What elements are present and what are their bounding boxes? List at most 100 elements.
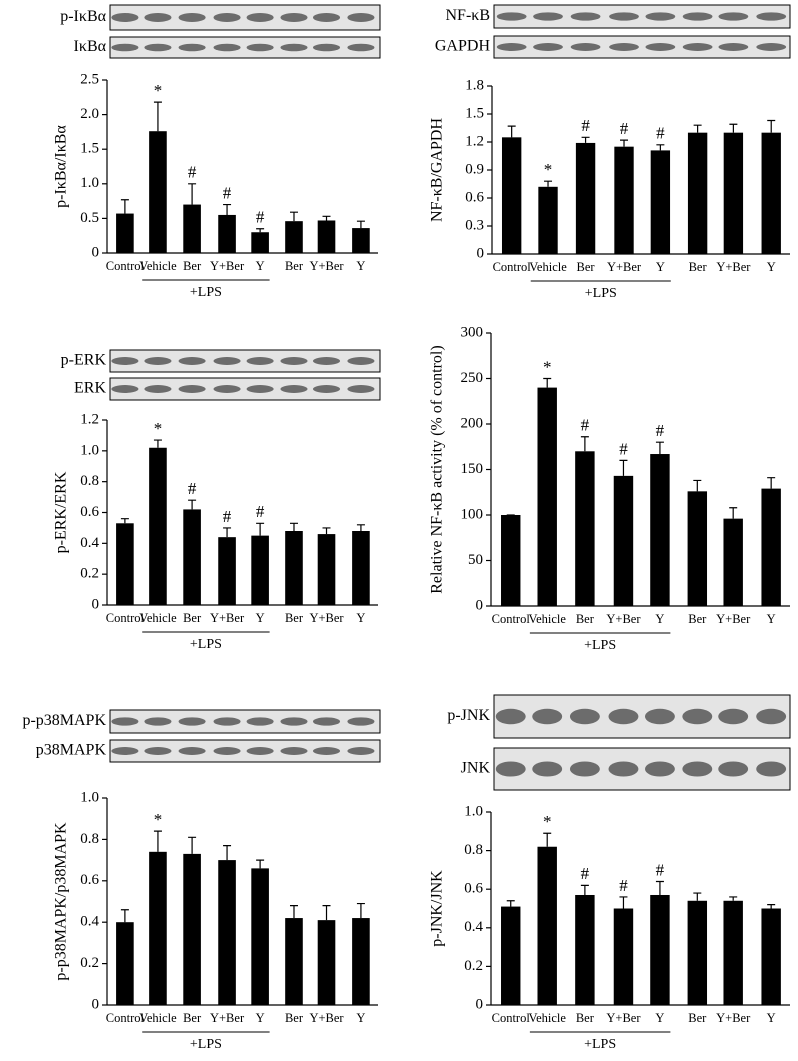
error-bar: [729, 507, 738, 519]
x-tick-label: Y+Ber: [716, 1011, 751, 1025]
x-tick-label: Y+Ber: [716, 260, 751, 274]
significance-marker: #: [619, 439, 628, 458]
blot-band: [111, 13, 139, 22]
significance-marker: #: [256, 502, 265, 521]
blot-band: [756, 708, 787, 725]
blot-image: [109, 36, 381, 59]
blot-band: [347, 717, 375, 726]
blot-band: [312, 13, 341, 22]
blot-band: [347, 357, 375, 365]
blot-band: [496, 12, 527, 21]
error-bar: [506, 900, 515, 907]
y-axis-label: p-JNK/JNK: [429, 870, 446, 947]
error-bar: [153, 101, 162, 132]
blot-band: [569, 708, 600, 725]
bar: [723, 132, 744, 254]
error-bar: [729, 896, 738, 901]
error-bar: [120, 199, 129, 214]
error-bar: [767, 904, 776, 909]
bar: [761, 488, 781, 606]
significance-marker: *: [154, 419, 163, 438]
y-tick-label: 50: [468, 552, 483, 568]
y-tick-label: 0.2: [80, 955, 99, 971]
blot-band: [609, 12, 639, 21]
error-bar: [356, 902, 365, 919]
y-tick-label: 1.2: [80, 411, 99, 427]
x-tick-label: Y+Ber: [309, 1011, 344, 1025]
x-tick-label: Vehicle: [529, 260, 567, 274]
blot-band: [246, 747, 274, 755]
x-tick-label: Ber: [285, 259, 304, 273]
blot-band: [496, 43, 527, 51]
bar: [317, 220, 336, 253]
blot-band: [144, 43, 172, 52]
error-bar: [619, 459, 628, 476]
x-tick-label: Y: [356, 259, 365, 273]
significance-marker: *: [154, 810, 163, 829]
blot-label: GAPDH: [435, 38, 491, 55]
x-tick-label: Ber: [688, 612, 707, 626]
y-tick-label: 0: [92, 596, 100, 612]
error-bar: [153, 830, 162, 852]
blot-band: [178, 717, 206, 726]
blot-label: IκBα: [74, 38, 107, 55]
error-bar: [153, 439, 162, 448]
error-bar: [322, 527, 331, 535]
y-tick-label: 0.6: [80, 504, 99, 520]
bar: [723, 518, 743, 606]
blot-band: [682, 708, 713, 725]
x-tick-label: Ber: [576, 1011, 595, 1025]
error-bar: [580, 884, 589, 895]
blot-band: [178, 357, 206, 365]
y-tick-label: 0.5: [80, 210, 99, 226]
x-tick-label: Vehicle: [139, 259, 177, 273]
blot-band: [347, 747, 375, 755]
blot-band: [213, 385, 241, 393]
significance-marker: #: [581, 416, 590, 435]
y-tick-label: 0: [92, 244, 100, 260]
y-tick-label: 0: [476, 996, 484, 1012]
bar: [285, 531, 303, 605]
x-tick-label: Vehicle: [139, 1011, 177, 1025]
blot-image: [109, 709, 381, 734]
error-bar: [256, 228, 265, 233]
bar: [218, 537, 236, 605]
error-bar: [188, 499, 197, 510]
x-tick-label: Y: [767, 612, 776, 626]
blot-band: [718, 761, 749, 777]
x-tick-label: Y: [356, 611, 365, 625]
x-tick-label: Vehicle: [528, 612, 566, 626]
blot-band: [718, 43, 749, 51]
error-bar: [729, 123, 738, 133]
error-bar: [767, 119, 776, 133]
blot-label: ERK: [74, 380, 106, 397]
significance-marker: *: [543, 812, 552, 831]
y-tick-label: 1.0: [80, 442, 99, 458]
significance-marker: #: [619, 876, 628, 895]
group-label: +LPS: [584, 638, 616, 653]
blot-band: [178, 385, 206, 393]
blot-band: [608, 708, 639, 725]
blot-band: [756, 43, 787, 51]
error-bar: [655, 441, 664, 455]
x-tick-label: Vehicle: [139, 611, 177, 625]
blot-band: [347, 13, 375, 22]
bar: [317, 534, 336, 605]
bar: [687, 491, 708, 606]
blot-band: [246, 717, 274, 726]
x-tick-label: Y+Ber: [210, 1011, 245, 1025]
bar: [183, 204, 201, 253]
blot-band: [682, 43, 713, 51]
y-axis-label: Relative NF-κB activity (% of control): [429, 345, 446, 593]
error-bar: [693, 124, 702, 133]
y-tick-label: 0: [476, 597, 484, 613]
blot-band: [532, 761, 563, 777]
blot-band: [609, 43, 639, 51]
significance-marker: #: [188, 163, 197, 182]
significance-marker: #: [656, 421, 665, 440]
blot-band: [312, 357, 341, 365]
group-label: +LPS: [190, 285, 222, 300]
bar: [218, 214, 236, 253]
y-tick-label: 0.6: [465, 189, 484, 205]
y-tick-label: 2.0: [80, 106, 99, 122]
